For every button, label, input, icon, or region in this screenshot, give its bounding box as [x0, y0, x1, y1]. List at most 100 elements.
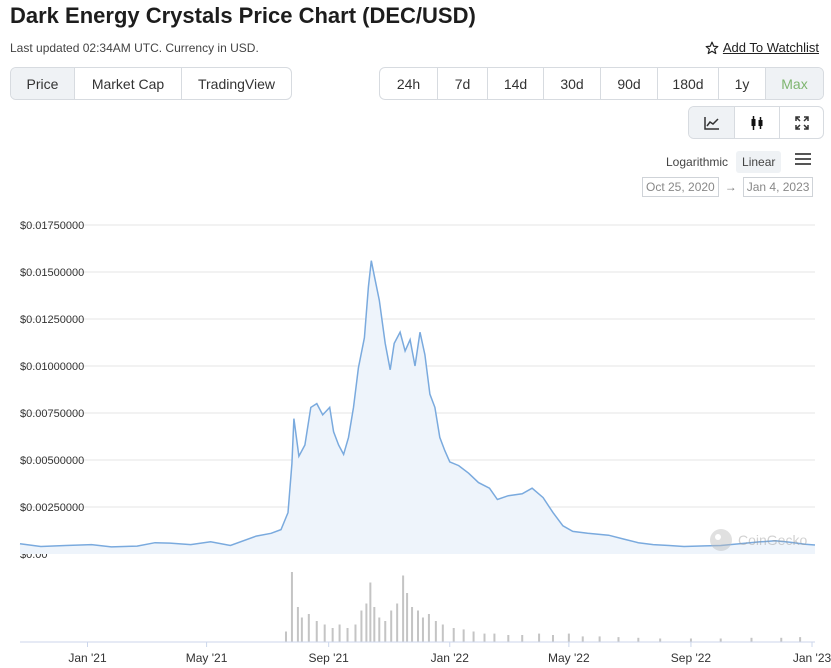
- range-180d-button[interactable]: 180d: [657, 68, 718, 99]
- range-7d-button[interactable]: 7d: [437, 68, 487, 99]
- volume-bar: [567, 633, 570, 642]
- volume-bar: [390, 610, 393, 642]
- price-area: [20, 260, 815, 554]
- fullscreen-button[interactable]: [779, 107, 823, 138]
- x-tick-label: Sep '21: [309, 651, 350, 665]
- volume-bar: [406, 593, 409, 642]
- logarithmic-option[interactable]: Logarithmic: [666, 155, 729, 169]
- volume-bar: [369, 582, 372, 642]
- x-tick-label: Jan '22: [431, 651, 470, 665]
- add-to-watchlist-link[interactable]: Add To Watchlist: [705, 40, 819, 55]
- y-tick-label: $0.01000000: [20, 361, 84, 373]
- linear-option[interactable]: Linear: [736, 151, 782, 173]
- volume-bar: [396, 603, 399, 642]
- volume-bar: [434, 621, 437, 642]
- y-tick-label: $0.00250000: [20, 502, 84, 514]
- volume-bar: [378, 617, 381, 642]
- price-line: [19, 260, 816, 548]
- volume-bar: [799, 637, 802, 642]
- volume-bar: [331, 628, 334, 642]
- tab-tradingview[interactable]: TradingView: [181, 68, 291, 99]
- volume-bar: [338, 624, 341, 642]
- arrow-right-icon: →: [724, 180, 737, 194]
- star-icon: [705, 41, 719, 54]
- date-range-inputs: Oct 25, 2020 → Jan 4, 2023: [642, 177, 814, 197]
- candlestick-icon: [751, 115, 763, 130]
- volume-bar: [284, 631, 287, 642]
- volume-bar: [296, 607, 299, 642]
- volume-bar: [689, 638, 692, 642]
- range-24h-button[interactable]: 24h: [396, 75, 421, 92]
- time-range-selector: 24h 7d 14d 30d 90d 180d 1y Max: [379, 67, 824, 100]
- range-90d-button[interactable]: 90d: [600, 68, 657, 99]
- volume-bar: [300, 617, 303, 642]
- volume-bar: [581, 636, 584, 642]
- expand-icon: [794, 115, 809, 130]
- x-axis-ticks: Jan '21 May '21 Sep '21 Jan '22 May '22 Sep '…: [68, 642, 831, 665]
- volume-bar: [416, 610, 419, 642]
- volume-bar: [323, 624, 326, 642]
- chart-view-selector: [688, 106, 824, 139]
- volume-bar: [354, 624, 357, 642]
- volume-bar: [441, 624, 444, 642]
- volume-bar: [750, 637, 753, 642]
- volume-bar: [483, 633, 486, 642]
- volume-bar: [290, 572, 293, 642]
- volume-bars: [284, 572, 802, 642]
- candlestick-view-button[interactable]: [734, 107, 779, 138]
- coingecko-watermark: CoinGecko: [710, 529, 807, 551]
- range-30d-button[interactable]: 30d: [543, 68, 600, 99]
- chart-type-tabs: Price Market Cap TradingView: [10, 67, 292, 100]
- volume-bar: [452, 628, 455, 642]
- volume-bar: [617, 637, 620, 642]
- volume-bar: [421, 617, 424, 642]
- volume-bar: [411, 607, 414, 642]
- scale-toggle: Logarithmic Linear: [666, 151, 782, 173]
- volume-bar: [360, 610, 363, 642]
- y-tick-label: $0.01750000: [20, 220, 84, 232]
- date-to-input[interactable]: Jan 4, 2023: [742, 177, 814, 197]
- y-axis-ticks: $0.00$0.00250000$0.00500000$0.00750000$0…: [20, 220, 84, 561]
- range-max-button[interactable]: Max: [765, 68, 823, 99]
- volume-bar: [598, 636, 601, 642]
- date-from-input[interactable]: Oct 25, 2020: [642, 177, 719, 197]
- volume-bar: [402, 575, 405, 642]
- volume-bar: [493, 633, 496, 642]
- volume-bar: [384, 621, 387, 642]
- volume-bar: [507, 635, 510, 642]
- volume-bar: [521, 635, 524, 642]
- tab-price[interactable]: Price: [11, 68, 74, 99]
- volume-bar: [427, 614, 430, 642]
- page-title: Dark Energy Crystals Price Chart (DEC/US…: [10, 3, 476, 28]
- y-tick-label: $0.00750000: [20, 408, 84, 420]
- x-tick-label: Jan '23: [793, 651, 831, 665]
- hamburger-icon: [795, 153, 811, 165]
- volume-bar: [315, 621, 318, 642]
- volume-bar: [538, 633, 541, 642]
- y-tick-label: $0.01250000: [20, 314, 84, 326]
- y-tick-label: $0.00500000: [20, 455, 84, 467]
- volume-bar: [719, 638, 722, 642]
- volume-bar: [659, 638, 662, 642]
- line-view-button[interactable]: [689, 107, 734, 138]
- x-tick-label: Sep '22: [671, 651, 712, 665]
- x-tick-label: May '21: [186, 651, 228, 665]
- volume-bar: [462, 629, 465, 642]
- volume-bar: [365, 603, 368, 642]
- x-tick-label: May '22: [548, 651, 590, 665]
- line-chart-icon: [703, 116, 719, 130]
- coingecko-logo-icon: [710, 529, 732, 551]
- volume-bar: [551, 635, 554, 642]
- watchlist-label: Add To Watchlist: [722, 40, 819, 55]
- volume-bar: [637, 637, 640, 642]
- tab-market-cap[interactable]: Market Cap: [74, 68, 181, 99]
- volume-bar: [307, 614, 310, 642]
- chart-menu-button[interactable]: [795, 152, 811, 171]
- volume-bar: [373, 607, 376, 642]
- volume-bar: [472, 631, 475, 642]
- y-tick-label: $0.01500000: [20, 267, 84, 279]
- volume-bar: [780, 637, 783, 642]
- range-1y-button[interactable]: 1y: [718, 68, 765, 99]
- range-14d-button[interactable]: 14d: [487, 68, 543, 99]
